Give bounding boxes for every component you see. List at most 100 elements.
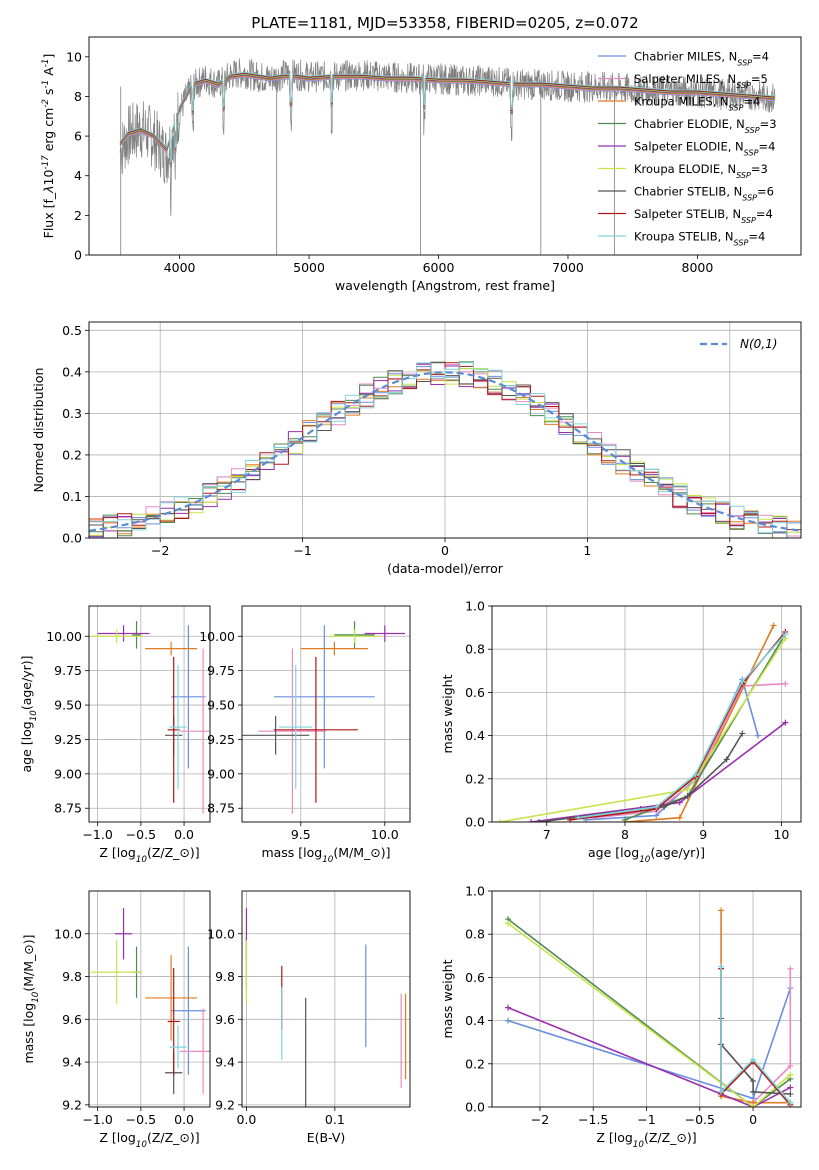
y-tick-label: 0.6 — [465, 970, 485, 985]
weight-marker — [787, 1091, 794, 1098]
x-tick-label: 7000 — [552, 260, 584, 275]
y-tick-label: 10.0 — [207, 926, 235, 941]
plot-area — [245, 908, 407, 1107]
weight-marker — [782, 719, 789, 726]
y-tick-label: 9.75 — [54, 663, 82, 678]
weight-marker — [787, 1071, 794, 1078]
plot-area — [504, 907, 794, 1107]
x-tick-label: −1.0 — [82, 1112, 112, 1127]
weight-marker — [661, 803, 668, 810]
legend-label: Chabrier ELODIE, NSSP=3 — [634, 117, 777, 135]
x-tick-label: −1.5 — [578, 1112, 608, 1127]
y-tick-label: 6 — [74, 129, 82, 144]
model-fit-3 — [119, 74, 775, 166]
weight-marker — [723, 756, 730, 763]
legend-label: Chabrier STELIB, NSSP=6 — [634, 185, 774, 203]
legend-label: Kroupa STELIB, NSSP=4 — [634, 230, 765, 248]
weight-marker — [575, 814, 582, 821]
x-tick-label: −1 — [293, 543, 311, 558]
weight-marker — [504, 1017, 511, 1024]
legend-label: Salpeter MILES, NSSP=5 — [634, 72, 768, 90]
weight-marker — [787, 1099, 794, 1106]
y-tick-label: 8.75 — [54, 801, 82, 816]
weight-marker — [692, 771, 699, 778]
x-axis-label: Z [log10(Z/Z_⊙)] — [99, 1130, 199, 1150]
model-fit-1 — [119, 75, 775, 168]
x-tick-label: 9 — [699, 827, 707, 842]
y-tick-label: 0.4 — [465, 1013, 485, 1028]
weight-marker — [782, 631, 789, 638]
x-tick-label: 2 — [726, 543, 734, 558]
weight-series-5 — [507, 922, 791, 1107]
weight-marker — [750, 1104, 757, 1107]
x-tick-label: 1 — [583, 543, 591, 558]
y-tick-label: 9.2 — [62, 1097, 82, 1112]
panel-age_vs_Z: −1.0 −0.5 0.0 8.75 9.00 9.25 9.50 9.75 10.00 Z [l… — [19, 605, 211, 865]
y-tick-label: 0.0 — [465, 815, 485, 830]
y-tick-label: 0 — [74, 248, 82, 263]
y-tick-label: 4 — [74, 168, 82, 183]
y-tick-label: 9.25 — [207, 732, 235, 747]
x-tick-label: 8000 — [682, 260, 714, 275]
plot-area — [242, 621, 405, 814]
plot-area — [90, 908, 210, 1095]
weight-marker — [718, 963, 725, 970]
x-tick-label: −1.0 — [82, 827, 112, 842]
x-axis-label: E(B-V) — [307, 1130, 346, 1145]
y-tick-label: 0.0 — [62, 531, 82, 546]
x-tick-label: 0 — [441, 543, 449, 558]
legend-label: Kroupa MILES, NSSP=4 — [634, 95, 760, 113]
axes-frame — [491, 605, 802, 823]
y-tick-label: 9.75 — [207, 663, 235, 678]
y-tick-label: 9.6 — [62, 1012, 82, 1027]
y-tick-label: 1.0 — [465, 599, 485, 614]
weight-marker — [504, 1004, 511, 1011]
panel-weight_vs_Z: −2 −1.5 −1 −0.5 0 0.0 0.2 0.4 0.6 0.8 1.0 Z [log10(… — [440, 884, 802, 1150]
y-tick-label: 10.00 — [46, 629, 82, 644]
legend-label: Chabrier MILES, NSSP=4 — [634, 50, 769, 68]
y-tick-label: 8.75 — [207, 801, 235, 816]
y-tick-label: 0.3 — [62, 406, 82, 421]
panel-mass_vs_Z: −1.0 −0.5 0.0 9.2 9.4 9.6 9.8 10.0 Z [log10(Z/Z_… — [21, 890, 211, 1150]
weight-marker — [787, 1084, 794, 1091]
plot-area — [89, 361, 801, 538]
y-axis-label: mass weight — [440, 674, 455, 753]
x-tick-label: 6000 — [423, 260, 455, 275]
y-tick-label: 9.6 — [215, 1012, 235, 1027]
panel-residuals: −2 −1 0 1 2 0.0 0.1 0.2 0.3 0.4 0.5 (data-model)/er… — [31, 321, 802, 576]
y-tick-label: 0.8 — [465, 927, 485, 942]
weight-marker — [754, 732, 761, 739]
weight-series-4 — [507, 1006, 791, 1107]
weight-marker — [528, 819, 535, 822]
y-tick-label: 9.4 — [62, 1055, 82, 1070]
y-tick-label: 9.00 — [54, 766, 82, 781]
y-tick-label: 0.6 — [465, 685, 485, 700]
weight-series-0 — [507, 987, 792, 1100]
panel-weight_vs_age: 7 8 9 10 0.0 0.2 0.4 0.6 0.8 1.0 age [log10(age/yr… — [440, 599, 802, 865]
y-tick-label: 1.0 — [465, 884, 485, 899]
weight-series-5 — [499, 637, 787, 822]
plot-area — [496, 622, 789, 822]
x-tick-label: 7 — [543, 827, 551, 842]
y-tick-label: 0.0 — [465, 1100, 485, 1115]
weight-series-3 — [507, 918, 791, 1107]
y-tick-label: 9.50 — [54, 698, 82, 713]
x-axis-label: (data-model)/error — [387, 561, 504, 576]
x-tick-label: 4000 — [164, 260, 196, 275]
weight-marker — [676, 814, 683, 821]
x-tick-label: −1 — [637, 1112, 655, 1127]
model-fit-4 — [119, 74, 775, 166]
x-tick-label: 0 — [749, 1112, 757, 1127]
weight-marker — [739, 678, 746, 685]
y-tick-label: 10.00 — [199, 629, 235, 644]
model-fit-6 — [119, 73, 775, 165]
x-tick-label: 10.0 — [371, 827, 399, 842]
axes-frame — [88, 605, 211, 823]
plot-area — [119, 58, 776, 255]
x-axis-label: age [log10(age/yr)] — [588, 845, 705, 865]
y-tick-label: 8 — [74, 89, 82, 104]
x-tick-label: 0.0 — [174, 1112, 194, 1127]
weight-marker — [750, 1088, 757, 1095]
legend-label: Kroupa ELODIE, NSSP=3 — [634, 162, 768, 180]
legend-label: N(0,1) — [740, 337, 777, 351]
